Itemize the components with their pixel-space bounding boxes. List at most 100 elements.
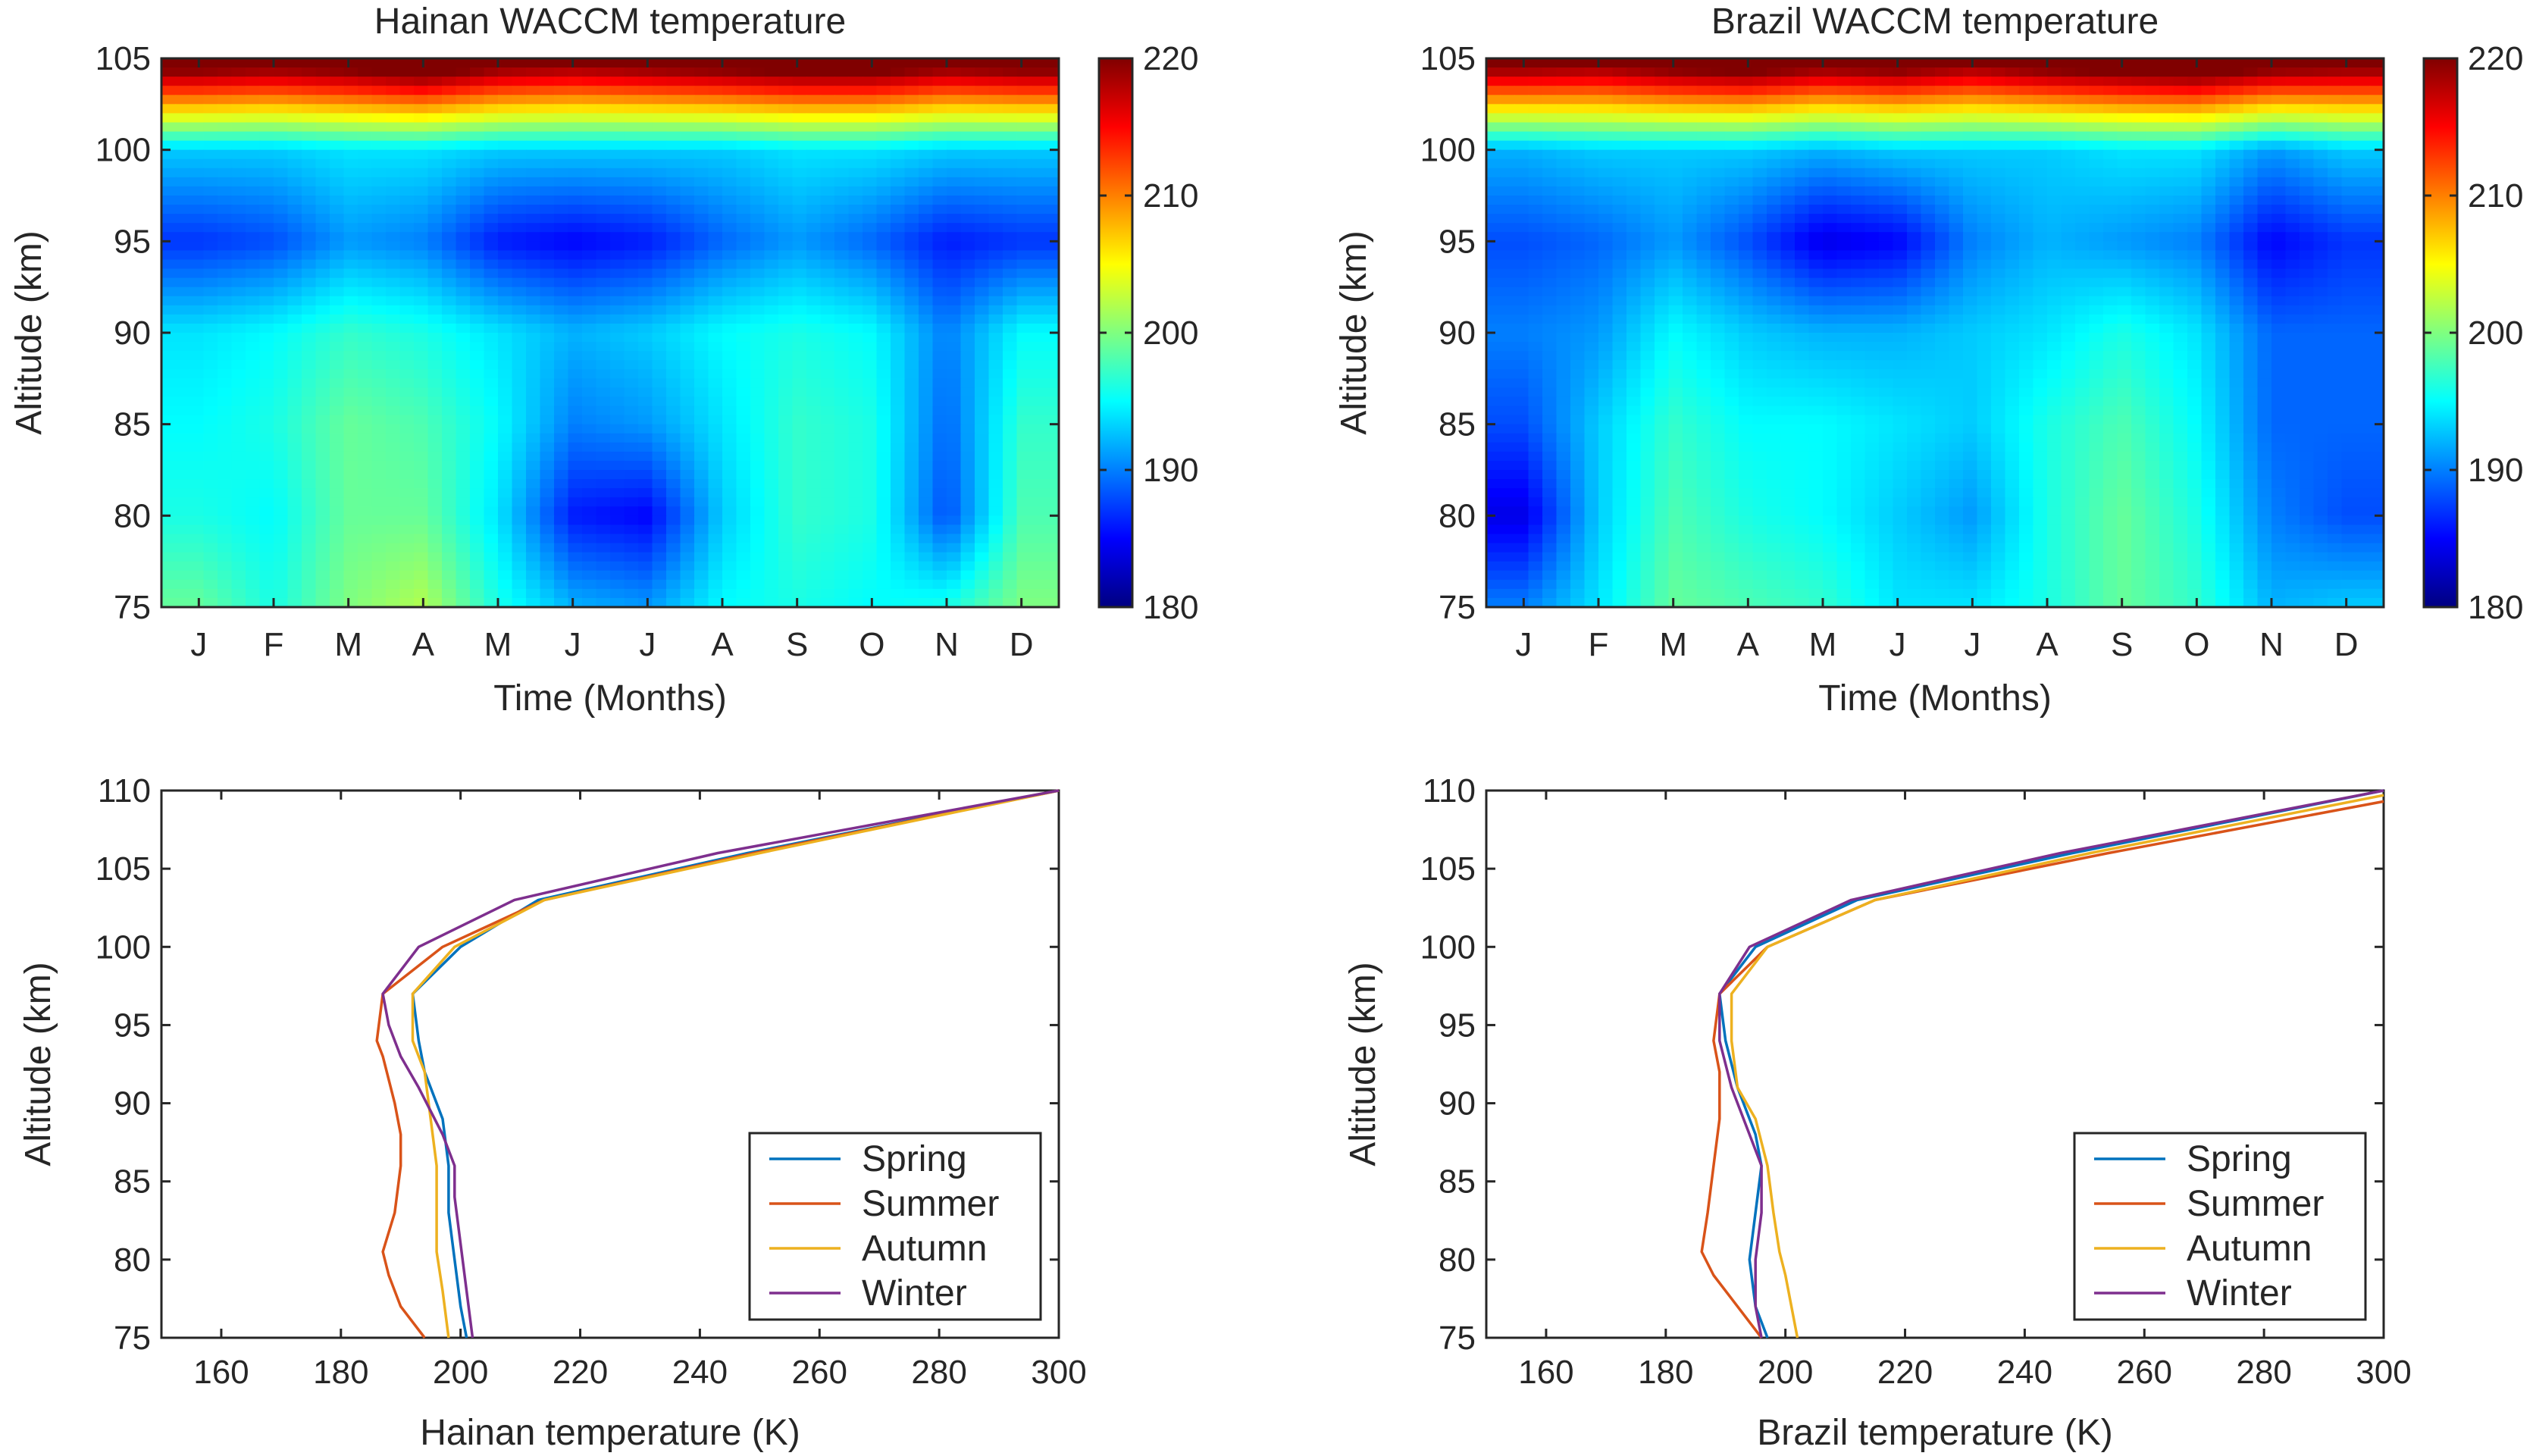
heatmap-cell — [414, 515, 429, 526]
heatmap-cell — [904, 579, 919, 590]
heatmap-cell — [554, 296, 569, 306]
heatmap-cell — [2047, 140, 2062, 151]
heatmap-cell — [414, 122, 429, 133]
heatmap-cell — [442, 497, 457, 508]
heatmap-cell — [203, 552, 218, 562]
heatmap-cell — [1655, 158, 1670, 169]
heatmap-cell — [1640, 205, 1655, 214]
heatmap-cell — [456, 58, 471, 68]
heatmap-cell — [792, 497, 807, 508]
heatmap-cell — [470, 515, 485, 526]
heatmap-cell — [1836, 168, 1852, 178]
heatmap-cell — [161, 250, 177, 261]
heatmap-cell — [343, 570, 358, 581]
heatmap-cell — [988, 149, 1003, 160]
heatmap-cell — [652, 442, 667, 452]
heatmap-cell — [470, 168, 485, 178]
heatmap-cell — [876, 67, 891, 77]
heatmap-cell — [386, 342, 401, 352]
heatmap-cell — [526, 543, 541, 553]
heatmap-cell — [371, 369, 387, 380]
heatmap-cell — [960, 131, 975, 142]
heatmap-cell — [568, 387, 583, 398]
heatmap-cell — [736, 67, 751, 77]
heatmap-cell — [2201, 86, 2216, 96]
heatmap-cell — [2005, 131, 2020, 142]
heatmap-cell — [2356, 140, 2371, 151]
heatmap-cell — [624, 579, 639, 590]
heatmap-cell — [2187, 177, 2203, 187]
heatmap-cell — [371, 543, 387, 553]
heatmap-cell — [175, 314, 190, 324]
heatmap-cell — [2075, 186, 2090, 196]
heatmap-cell — [694, 561, 709, 571]
heatmap-cell — [442, 149, 457, 160]
heatmap-cell — [722, 433, 737, 443]
heatmap-cell — [1003, 415, 1018, 425]
heatmap-cell — [947, 168, 962, 178]
heatmap-cell — [274, 131, 289, 142]
heatmap-cell — [708, 86, 723, 96]
heatmap-cell — [806, 250, 822, 261]
heatmap-cell — [287, 342, 302, 352]
heatmap-cell — [947, 214, 962, 224]
heatmap-cell — [1044, 488, 1059, 498]
heatmap-cell — [246, 433, 261, 443]
heatmap-cell — [2313, 158, 2328, 169]
heatmap-cell — [2117, 86, 2132, 96]
heatmap-cell — [259, 534, 274, 544]
heatmap-cell — [274, 287, 289, 297]
heatmap-cell — [764, 67, 779, 77]
heatmap-cell — [330, 515, 345, 526]
heatmap-cell — [891, 351, 906, 361]
heatmap-cell — [2215, 168, 2231, 178]
heatmap-cell — [863, 113, 878, 124]
heatmap-cell — [484, 232, 499, 243]
heatmap-cell — [203, 378, 218, 389]
heatmap-cell — [287, 86, 302, 96]
heatmap-cell — [1767, 77, 1782, 86]
heatmap-cell — [652, 277, 667, 288]
heatmap-cell — [1977, 168, 1992, 178]
heatmap-cell — [427, 186, 443, 196]
heatmap-cell — [218, 579, 233, 590]
heatmap-cell — [764, 415, 779, 425]
heatmap-cell — [1655, 58, 1670, 68]
heatmap-cell — [203, 305, 218, 315]
heatmap-cell — [919, 378, 934, 389]
heatmap-cell — [386, 131, 401, 142]
heatmap-cell — [259, 360, 274, 371]
heatmap-cell — [947, 534, 962, 544]
heatmap-cell — [1016, 342, 1032, 352]
heatmap-cell — [2103, 196, 2118, 205]
heatmap-cell — [1584, 113, 1599, 124]
heatmap-cell — [596, 177, 611, 187]
heatmap-cell — [2328, 149, 2343, 160]
heatmap-cell — [399, 104, 415, 114]
heatmap-cell — [1739, 122, 1754, 133]
heatmap-cell — [876, 149, 891, 160]
heatmap-cell — [919, 333, 934, 343]
heatmap-cell — [694, 360, 709, 371]
heatmap-cell — [652, 223, 667, 233]
heatmap-cell — [1016, 122, 1032, 133]
heatmap-cell — [750, 433, 765, 443]
heatmap-cell — [582, 296, 597, 306]
heatmap-cell — [820, 588, 835, 599]
heatmap-cell — [512, 158, 527, 169]
heatmap-cell — [722, 561, 737, 571]
heatmap-cell — [582, 597, 597, 607]
heatmap-cell — [2243, 196, 2259, 205]
heatmap-cell — [610, 333, 625, 343]
heatmap-cell — [960, 415, 975, 425]
heatmap-cell — [1584, 104, 1599, 114]
heatmap-cell — [596, 415, 611, 425]
heatmap-cell — [863, 241, 878, 252]
heatmap-cell — [582, 158, 597, 169]
heatmap-cell — [919, 570, 934, 581]
heatmap-cell — [330, 543, 345, 553]
heatmap-cell — [750, 323, 765, 333]
heatmap-cell — [2061, 196, 2076, 205]
heatmap-cell — [792, 387, 807, 398]
heatmap-cell — [596, 67, 611, 77]
